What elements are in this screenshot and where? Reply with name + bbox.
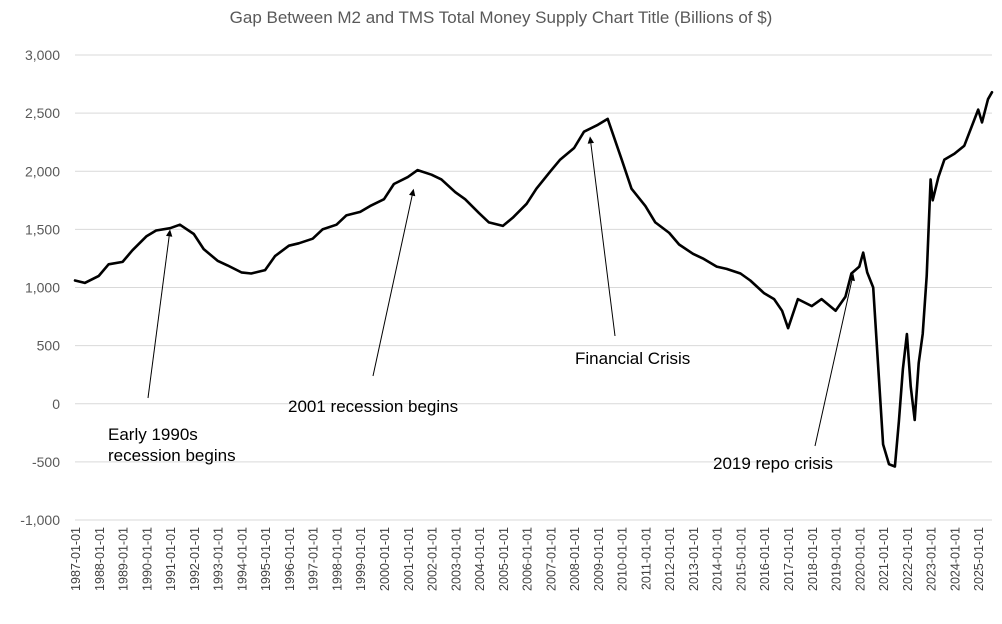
annotation-arrow-line: [372, 195, 413, 377]
x-tick-label: 2003-01-01: [449, 527, 463, 591]
x-tick-label: 2007-01-01: [544, 527, 558, 591]
x-tick-label: 2005-01-01: [497, 527, 511, 591]
annotation-arrow-head: [848, 273, 855, 282]
x-tick-label: 2014-01-01: [711, 527, 725, 591]
x-tick-label: 2008-01-01: [568, 527, 582, 591]
x-tick-label: 1996-01-01: [283, 527, 297, 591]
x-tick-label: 2010-01-01: [616, 527, 630, 591]
y-tick-label: 2,500: [25, 105, 60, 121]
annotation-early-1990s-recession: Early 1990s recession begins: [108, 425, 236, 465]
annotation-arrow-head: [409, 188, 416, 197]
annotation-arrow-head: [165, 229, 173, 237]
x-tick-label: 2022-01-01: [901, 527, 915, 591]
series-line: [73, 90, 994, 468]
y-tick-label: 1,500: [25, 221, 60, 237]
x-tick-label: 1987-01-01: [69, 527, 83, 591]
x-tick-label: 1998-01-01: [330, 527, 344, 591]
x-axis-tick-labels: 1987-01-01 1988-01-01 1989-01-01 1990-01-01…: [69, 527, 986, 591]
x-tick-label: 2001-01-01: [402, 527, 416, 591]
annotation-arrows: [147, 136, 855, 447]
y-tick-label: 2,000: [25, 163, 60, 179]
series-layer: [73, 90, 994, 468]
x-tick-label: 1997-01-01: [307, 527, 321, 591]
y-tick-label: 500: [37, 338, 61, 354]
x-tick-label: 1999-01-01: [354, 527, 368, 591]
annotation-arrow-line: [147, 236, 170, 399]
x-tick-label: 1992-01-01: [188, 527, 202, 591]
x-tick-label: 2021-01-01: [877, 527, 891, 591]
x-tick-label: 1990-01-01: [140, 527, 154, 591]
x-tick-label: 2012-01-01: [663, 527, 677, 591]
x-tick-label: 2000-01-01: [378, 527, 392, 591]
x-tick-label: 1988-01-01: [93, 527, 107, 591]
x-tick-label: 2023-01-01: [925, 527, 939, 591]
x-tick-label: 1989-01-01: [117, 527, 131, 591]
x-tick-label: 2009-01-01: [592, 527, 606, 591]
y-tick-label: -1,000: [20, 512, 60, 528]
x-tick-label: 2006-01-01: [521, 527, 535, 591]
y-tick-label: 1,000: [25, 280, 60, 296]
y-tick-label: 3,000: [25, 47, 60, 63]
x-tick-label: 2020-01-01: [853, 527, 867, 591]
annotation-2001-recession: 2001 recession begins: [288, 397, 459, 416]
x-tick-label: 1994-01-01: [235, 527, 249, 591]
x-tick-label: 2004-01-01: [473, 527, 487, 591]
x-tick-label: 2016-01-01: [758, 527, 772, 591]
x-tick-label: 1991-01-01: [164, 527, 178, 591]
annotation-financial-crisis: Financial Crisis: [575, 349, 691, 368]
y-tick-label: -500: [32, 454, 60, 470]
x-tick-label: 2018-01-01: [806, 527, 820, 591]
x-tick-label: 2015-01-01: [734, 527, 748, 591]
x-tick-label: 2011-01-01: [639, 527, 653, 590]
annotation-arrow-line: [814, 280, 853, 447]
x-tick-label: 2017-01-01: [782, 527, 796, 591]
x-tick-label: 2024-01-01: [948, 527, 962, 591]
x-tick-label: 1995-01-01: [259, 527, 273, 591]
gridlines: [75, 54, 992, 521]
x-tick-label: 2002-01-01: [426, 527, 440, 591]
chart-title: Gap Between M2 and TMS Total Money Suppl…: [229, 8, 773, 27]
annotation-arrow-line: [590, 143, 616, 337]
x-tick-label: 2019-01-01: [830, 527, 844, 591]
y-tick-label: 0: [52, 396, 60, 412]
annotation-2019-repo-crisis: 2019 repo crisis: [713, 454, 834, 473]
y-axis-tick-labels: -1,000 -500 0 500 1,000 1,500 2,000 2,500 3,000: [20, 47, 60, 528]
x-tick-label: 2013-01-01: [687, 527, 701, 591]
x-tick-label: 1993-01-01: [212, 527, 226, 591]
annotation-arrow-head: [587, 136, 595, 144]
x-tick-label: 2025-01-01: [972, 527, 986, 591]
